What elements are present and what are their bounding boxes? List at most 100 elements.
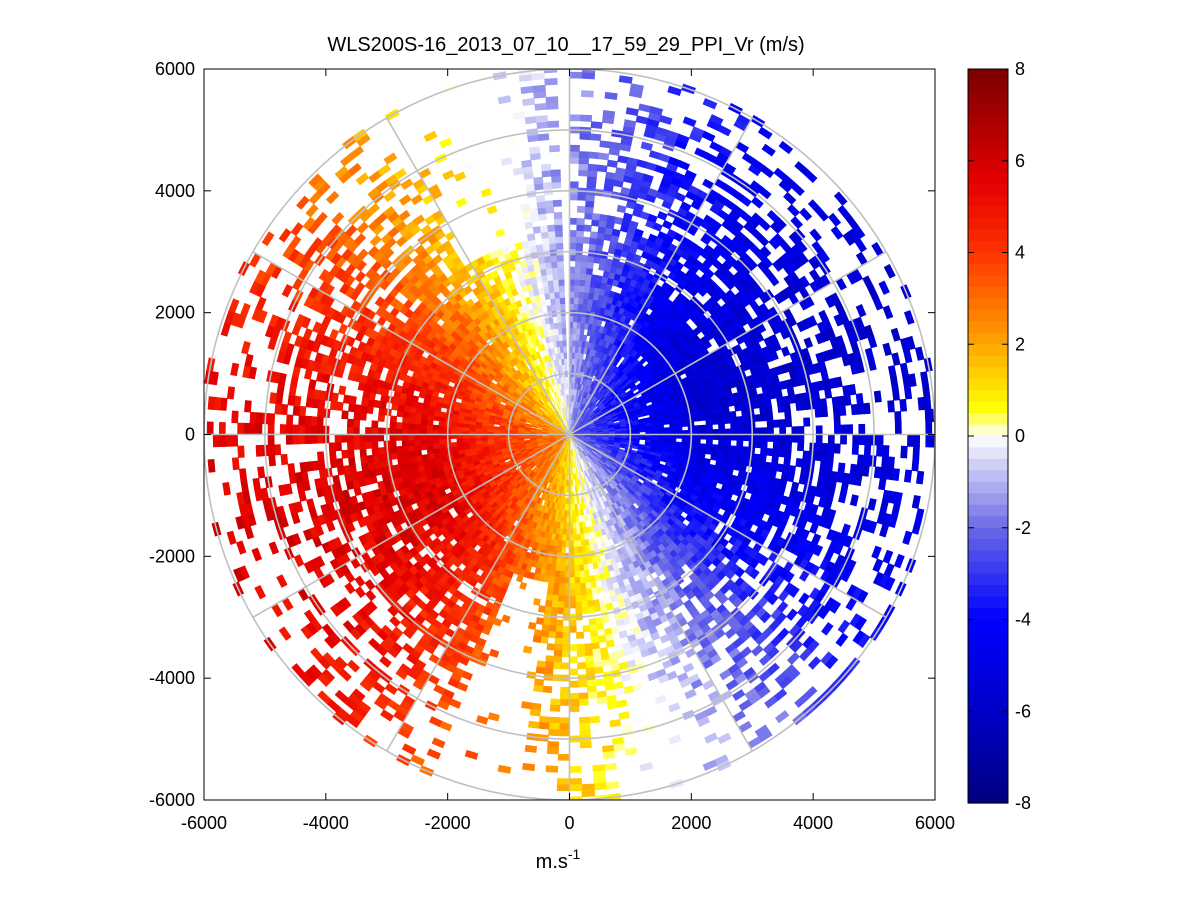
velocity-cell: [557, 753, 570, 761]
velocity-cell: [709, 114, 724, 126]
velocity-cell: [540, 630, 550, 638]
velocity-cell: [705, 419, 713, 426]
velocity-cell: [579, 132, 591, 141]
velocity-cell: [894, 411, 902, 424]
velocity-cell: [579, 279, 587, 287]
velocity-cell: [346, 659, 361, 673]
velocity-cell: [603, 762, 617, 772]
velocity-cell: [735, 416, 744, 424]
velocity-cell: [580, 114, 593, 122]
velocity-cell: [585, 587, 593, 596]
velocity-cell: [569, 278, 576, 286]
velocity-cell: [730, 434, 738, 441]
velocity-cell: [798, 592, 810, 606]
velocity-cell: [537, 605, 546, 613]
velocity-cell: [667, 85, 682, 96]
velocity-cell: [891, 468, 901, 482]
velocity-cell: [569, 699, 580, 706]
velocity-cell: [589, 237, 598, 245]
velocity-cell: [569, 114, 581, 122]
velocity-cell: [718, 423, 726, 430]
velocity-cell: [774, 710, 790, 724]
velocity-cell: [693, 425, 701, 431]
velocity-cell: [574, 583, 581, 591]
velocity-cell: [705, 424, 713, 431]
velocity-cell: [830, 225, 844, 240]
velocity-cell: [760, 427, 768, 435]
velocity-cell: [768, 274, 780, 287]
velocity-cell: [586, 175, 597, 184]
velocity-cell: [569, 778, 583, 786]
velocity-cell: [533, 684, 544, 693]
velocity-cell: [618, 75, 633, 84]
velocity-cell: [783, 456, 791, 466]
velocity-cell: [815, 434, 823, 444]
velocity-cell: [575, 242, 584, 250]
velocity-cell: [559, 699, 570, 706]
velocity-cell: [760, 413, 768, 422]
velocity-cell: [569, 705, 580, 712]
velocity-cell: [923, 396, 932, 410]
velocity-cell: [401, 743, 417, 756]
velocity-cell: [702, 98, 718, 110]
velocity-cell: [593, 666, 604, 675]
velocity-cell: [717, 417, 725, 425]
velocity-cell: [642, 173, 654, 183]
velocity-cell: [583, 224, 592, 232]
velocity-cell: [569, 150, 580, 158]
velocity-cell: [569, 181, 579, 189]
velocity-cell: [586, 679, 597, 688]
velocity-cell: [867, 335, 878, 349]
velocity-cell: [903, 310, 915, 325]
velocity-cell: [914, 508, 925, 523]
velocity-cell: [704, 414, 713, 421]
velocity-cell: [605, 639, 615, 648]
velocity-cell: [849, 494, 859, 507]
velocity-cell: [569, 254, 577, 262]
velocity-cell: [581, 606, 589, 615]
velocity-cell: [911, 494, 921, 509]
velocity-cell: [548, 716, 560, 724]
velocity-cell: [635, 115, 649, 125]
velocity-cell: [616, 204, 627, 214]
velocity-cell: [580, 588, 587, 596]
velocity-cell: [911, 458, 920, 472]
velocity-cell: [879, 523, 890, 538]
velocity-cell: [891, 503, 901, 517]
velocity-cell: [791, 182, 805, 197]
velocity-cell: [569, 266, 576, 274]
velocity-cell: [791, 426, 799, 435]
velocity-cell: [791, 434, 799, 443]
velocity-cell: [736, 422, 744, 429]
velocity-cell: [738, 699, 753, 712]
velocity-cell: [553, 576, 560, 584]
velocity-cell: [797, 426, 805, 435]
velocity-cell: [837, 462, 846, 474]
velocity-cell: [563, 595, 570, 603]
velocity-cell: [903, 349, 913, 364]
velocity-cell: [588, 618, 597, 626]
velocity-cell: [826, 452, 835, 463]
velocity-cell: [718, 434, 726, 441]
velocity-cell: [710, 413, 719, 420]
velocity-cell: [583, 569, 590, 578]
velocity-cell: [581, 71, 596, 80]
velocity-cell: [589, 133, 602, 141]
velocity-cell: [379, 655, 392, 668]
velocity-cell: [652, 222, 663, 232]
velocity-cell: [778, 140, 794, 155]
chart-title: WLS200S-16_2013_07_10__17_59_29_PPI_Vr (…: [327, 34, 804, 56]
velocity-cell: [693, 438, 701, 444]
velocity-cell: [878, 280, 890, 295]
velocity-cell: [891, 352, 901, 366]
velocity-cell: [821, 443, 829, 453]
velocity-cell: [556, 607, 564, 615]
velocity-cell: [606, 159, 618, 168]
velocity-cell: [585, 661, 595, 669]
velocity-cell: [609, 719, 622, 728]
velocity-cell: [758, 186, 772, 200]
velocity-cell: [497, 764, 512, 774]
velocity-cell: [651, 428, 659, 432]
velocity-cell: [741, 409, 749, 417]
